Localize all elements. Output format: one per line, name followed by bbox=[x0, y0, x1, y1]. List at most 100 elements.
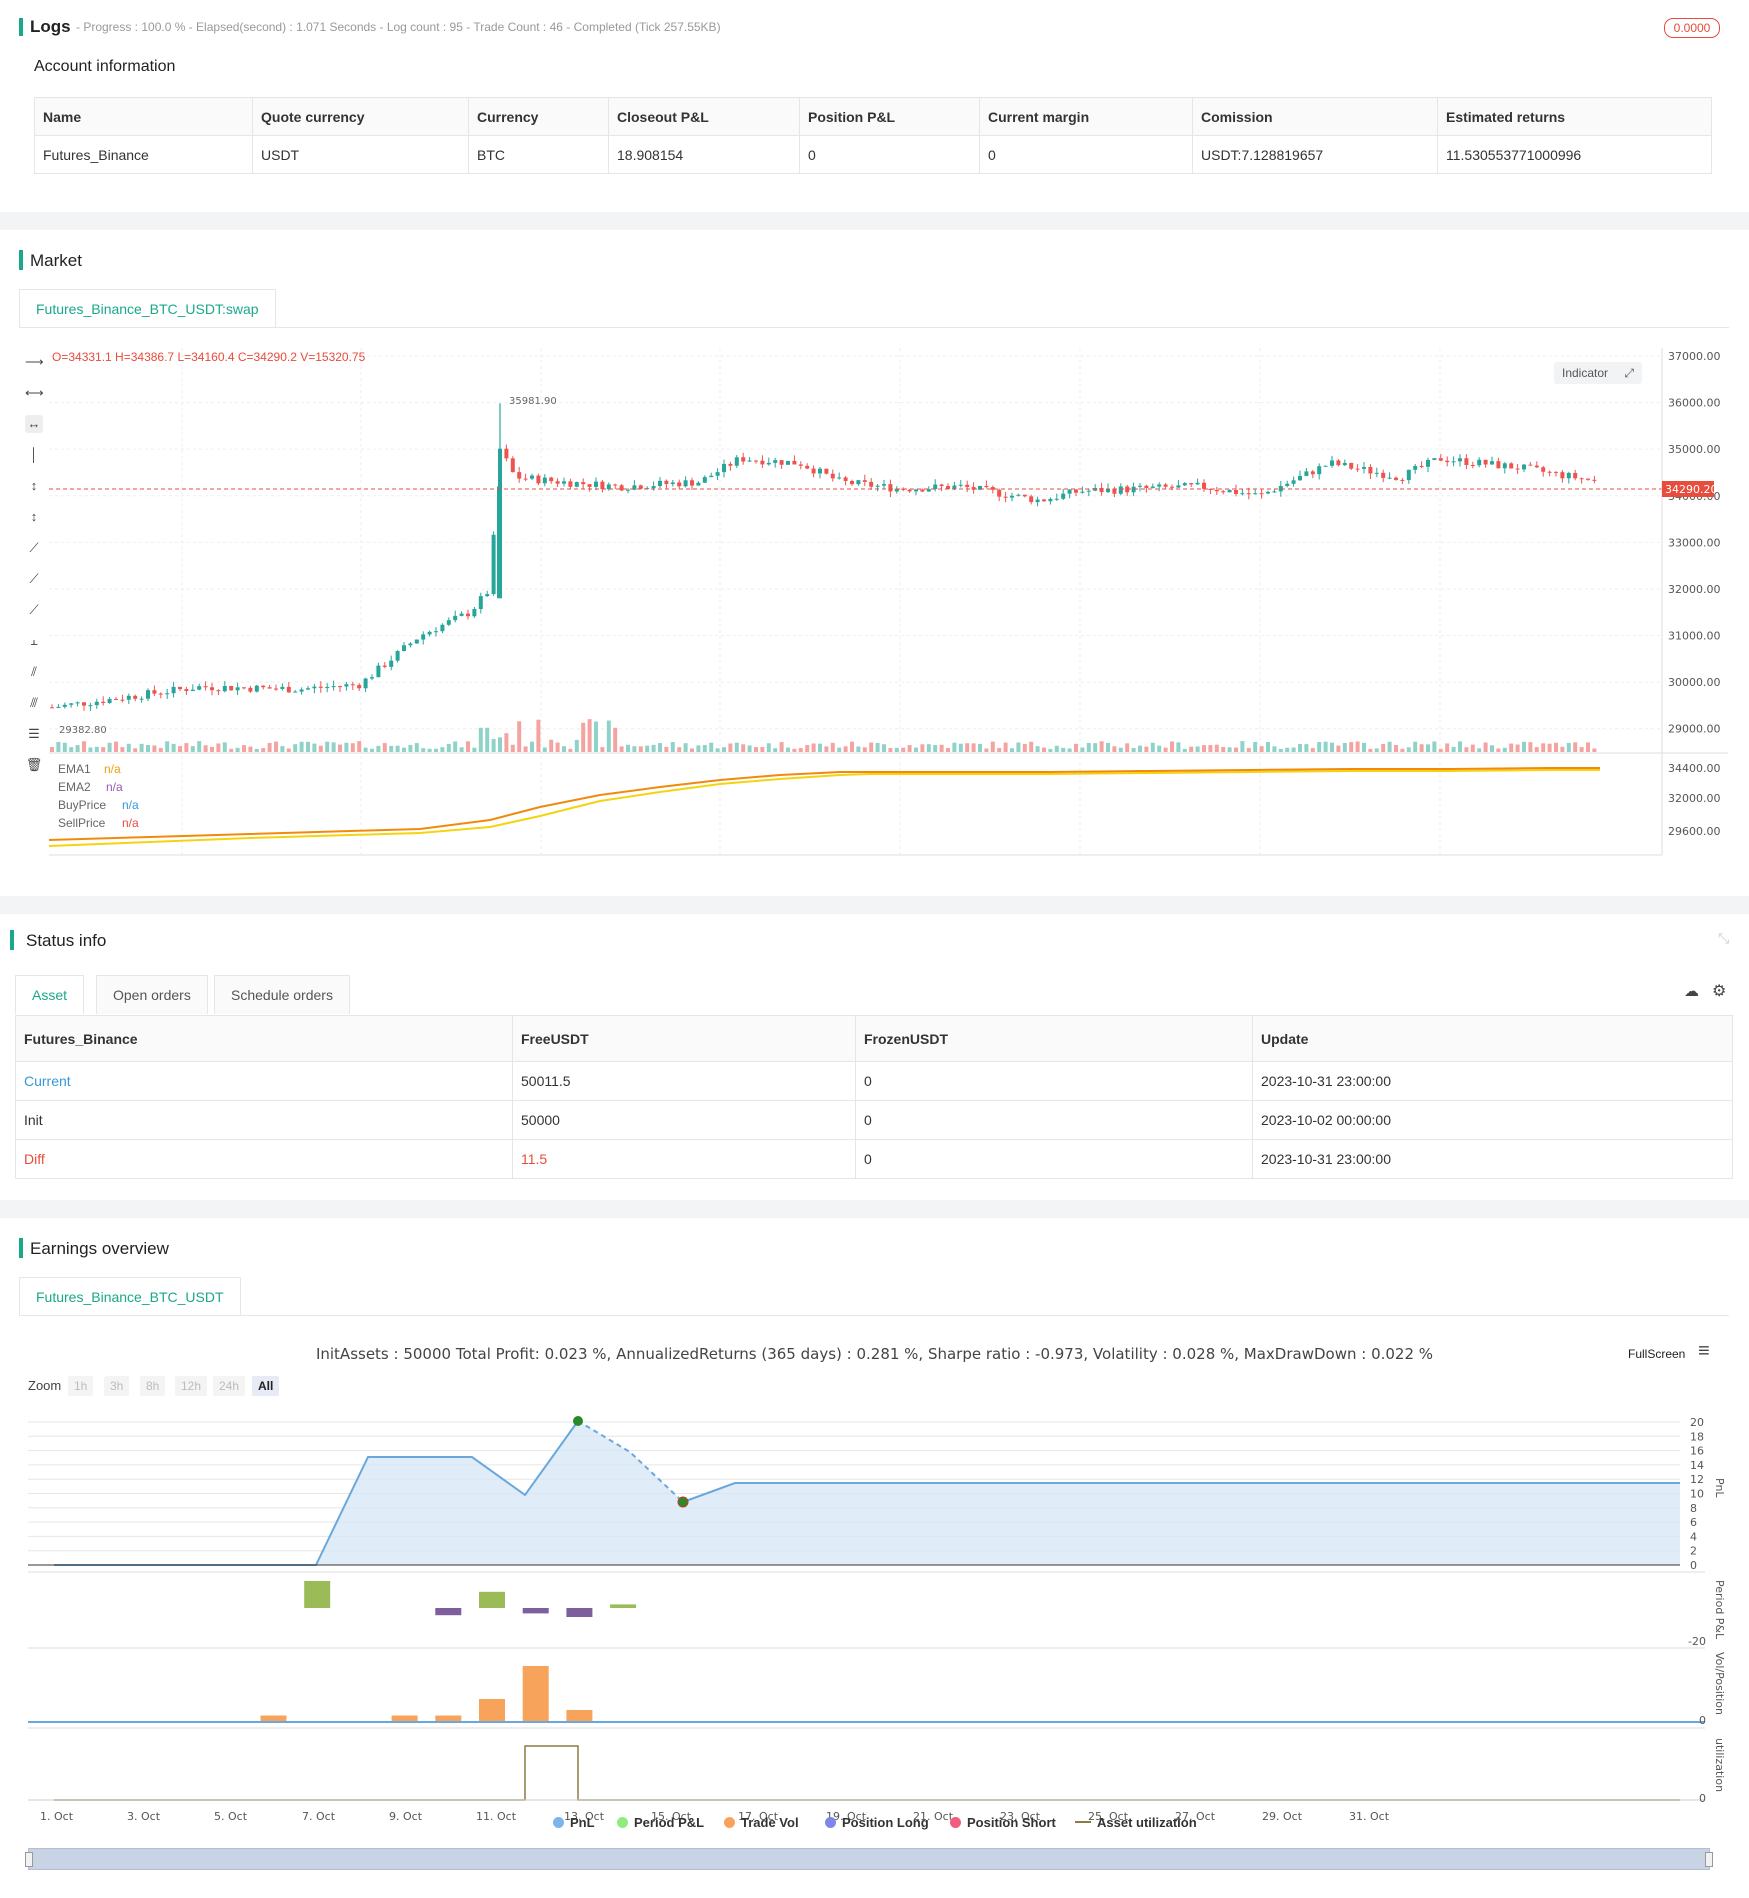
volume-bar bbox=[786, 747, 790, 752]
candle-body bbox=[850, 480, 854, 485]
horizontal-segment-tool-icon[interactable]: ↔ bbox=[25, 415, 43, 433]
volume-bar bbox=[1541, 743, 1546, 752]
tab-schedule-orders[interactable]: Schedule orders bbox=[214, 975, 350, 1014]
fib-retracement-tool-icon[interactable]: ☰ bbox=[28, 726, 40, 741]
candle-body bbox=[1189, 483, 1194, 485]
volume-bar bbox=[1086, 742, 1091, 752]
trash-icon[interactable]: 🗑 bbox=[25, 757, 43, 772]
horizontal-line-tool-icon[interactable]: ⟷ bbox=[25, 385, 44, 400]
period-pnl-bar bbox=[479, 1591, 505, 1608]
volume-bar bbox=[1099, 741, 1104, 752]
candle-body bbox=[248, 687, 253, 692]
vertical-segment-tool-icon[interactable]: ↕ bbox=[30, 509, 38, 524]
fullscreen-button[interactable]: FullScreen bbox=[1628, 1347, 1686, 1361]
tab-earnings-symbol[interactable]: Futures_Binance_BTC_USDT bbox=[19, 1277, 241, 1316]
volume-bar bbox=[1061, 747, 1066, 752]
legend-asset-utilization[interactable]: Asset utilization bbox=[1075, 1815, 1197, 1830]
cloud-download-icon[interactable]: ☁ bbox=[1684, 983, 1699, 1000]
legend-position-short[interactable]: Position Short bbox=[950, 1815, 1056, 1830]
volume-bar bbox=[459, 747, 464, 752]
menu-icon[interactable]: ≡ bbox=[1698, 1340, 1710, 1362]
candle-body bbox=[363, 678, 368, 689]
volume-bar bbox=[1227, 747, 1232, 752]
volume-bar bbox=[1394, 744, 1398, 752]
horizontal-ray-tool-icon[interactable]: ⟶ bbox=[25, 354, 44, 369]
volume-bar bbox=[747, 745, 752, 752]
volume-bar bbox=[446, 743, 451, 752]
trend-line-tool-icon[interactable]: ⟋ bbox=[29, 540, 39, 555]
volume-bar bbox=[1342, 742, 1347, 752]
candle-body bbox=[1246, 493, 1251, 495]
candle-body bbox=[408, 643, 413, 646]
earnings-marker bbox=[19, 1238, 23, 1258]
candle-body bbox=[1560, 472, 1565, 479]
low-marker: 29382.80 bbox=[59, 725, 107, 736]
candle-body bbox=[1342, 462, 1347, 466]
legend-trade-vol[interactable]: Trade Vol bbox=[724, 1815, 799, 1830]
indicator-button[interactable]: Indicator ⤢ bbox=[1554, 362, 1642, 384]
tab-open-orders[interactable]: Open orders bbox=[96, 975, 208, 1014]
candle-body bbox=[1086, 490, 1091, 492]
volume-bar bbox=[107, 742, 112, 752]
zoom-12h-button[interactable]: 12h bbox=[175, 1376, 208, 1396]
volume-bar bbox=[69, 747, 74, 752]
gear-icon[interactable]: ⚙ bbox=[1712, 983, 1727, 1000]
candle-body bbox=[1483, 459, 1488, 465]
zoom-8h-button[interactable]: 8h bbox=[140, 1376, 166, 1396]
navigator[interactable] bbox=[25, 1848, 1713, 1870]
market-chart[interactable]: 37000.0036000.0035000.0034000.0033000.00… bbox=[0, 340, 1749, 860]
candle-body bbox=[478, 596, 483, 609]
navigator-handle-left[interactable] bbox=[25, 1852, 33, 1867]
volume-bar bbox=[357, 741, 362, 752]
zoom-24h-button[interactable]: 24h bbox=[213, 1376, 246, 1396]
volume-bar bbox=[1432, 741, 1437, 752]
candle-body bbox=[914, 489, 918, 492]
zoom-all-button[interactable]: All bbox=[252, 1376, 280, 1396]
zoom-3h-button[interactable]: 3h bbox=[104, 1376, 130, 1396]
ray-tool-icon[interactable]: ⟋ bbox=[29, 571, 39, 586]
candle-body bbox=[517, 472, 522, 479]
candle-body bbox=[670, 482, 675, 485]
volume-bar bbox=[766, 743, 771, 752]
candle-body bbox=[299, 689, 304, 692]
zoom-1h-button[interactable]: 1h bbox=[68, 1376, 94, 1396]
logs-badge[interactable]: 0.0000 bbox=[1664, 18, 1720, 38]
legend-position-long[interactable]: Position Long bbox=[825, 1815, 929, 1830]
volume-bar bbox=[1125, 743, 1130, 752]
tab-market-symbol[interactable]: Futures_Binance_BTC_USDT:swap bbox=[19, 289, 276, 328]
volume-bar bbox=[1138, 745, 1142, 752]
price-range-tool-icon[interactable]: ⫠ bbox=[30, 633, 38, 648]
candle-body bbox=[114, 698, 118, 700]
asset-row-label: Current bbox=[15, 1061, 513, 1101]
vertical-line-tool-icon[interactable]: │ bbox=[29, 447, 39, 462]
parallel-channel-tool-icon[interactable]: ⫽ bbox=[31, 664, 37, 679]
candle-body bbox=[1438, 458, 1443, 461]
candle-body bbox=[696, 482, 701, 486]
candle-body bbox=[574, 482, 579, 487]
volume-bar bbox=[1208, 745, 1213, 752]
asset-header: FrozenUSDT bbox=[855, 1015, 1253, 1062]
candle-body bbox=[702, 477, 707, 483]
navigator-handle-right[interactable] bbox=[1705, 1852, 1713, 1867]
asset-cell: 11.5 bbox=[512, 1139, 856, 1179]
volume-bar bbox=[350, 743, 355, 752]
volume-bar bbox=[542, 747, 547, 752]
volume-bar bbox=[1278, 748, 1283, 752]
candle-body bbox=[1477, 459, 1482, 466]
vertical-ray-tool-icon[interactable]: ↕ bbox=[30, 478, 38, 493]
extended-line-tool-icon[interactable]: ⟋ bbox=[29, 602, 39, 617]
candle-body bbox=[293, 691, 298, 693]
volume-bar bbox=[645, 745, 650, 752]
collapse-icon[interactable]: ⤡ bbox=[1718, 930, 1730, 946]
candle-body bbox=[760, 460, 765, 465]
legend-period-pnl[interactable]: Period P&L bbox=[617, 1815, 704, 1830]
candle-body bbox=[677, 482, 682, 487]
candle-body bbox=[1554, 471, 1558, 473]
axis-title-vol: Vol/Position bbox=[1713, 1652, 1726, 1715]
legend-pnl[interactable]: PnL bbox=[553, 1815, 595, 1830]
fib-channel-tool-icon[interactable]: ⫻ bbox=[30, 695, 38, 710]
tab-asset[interactable]: Asset bbox=[15, 975, 85, 1014]
candle-body bbox=[421, 634, 426, 640]
